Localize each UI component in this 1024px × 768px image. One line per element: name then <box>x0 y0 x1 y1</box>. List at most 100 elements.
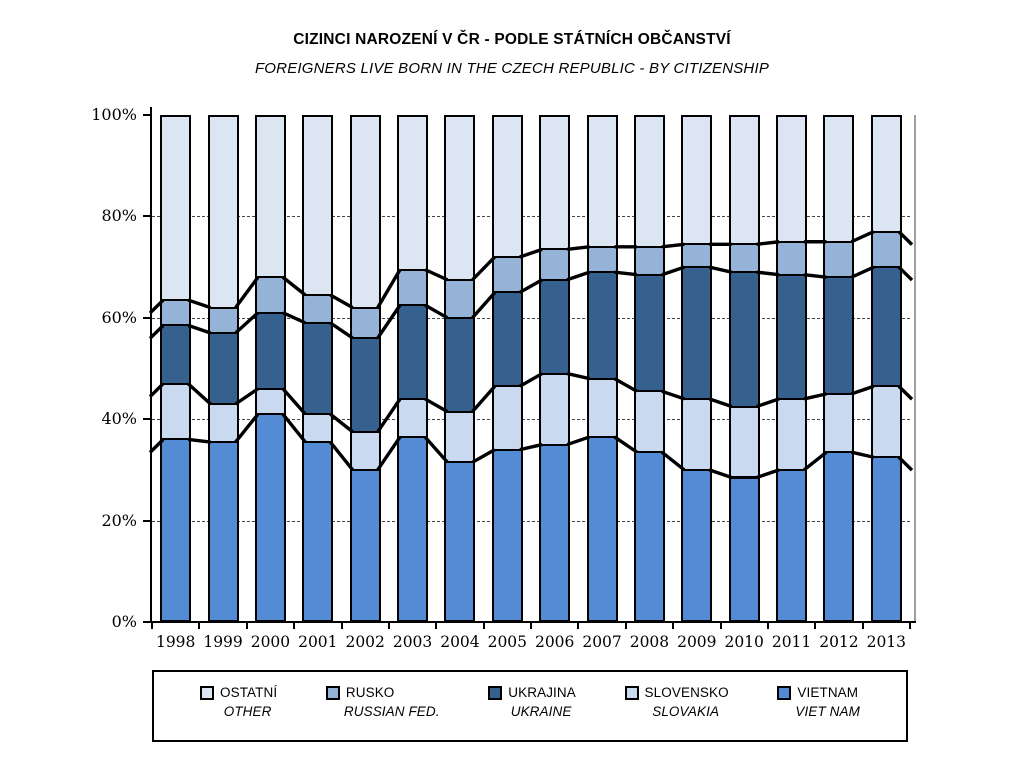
series-line-ukrajina-right-stub <box>897 265 914 282</box>
legend-swatch-vietnam <box>777 685 792 700</box>
x-tick <box>151 622 153 629</box>
series-line-rusko <box>471 255 497 281</box>
bar-segment-vietnam-2003 <box>399 437 427 620</box>
series-line-vietnam <box>756 468 780 480</box>
series-line-rusko <box>234 276 260 309</box>
bar-segment-ukrajina-2005 <box>493 293 521 386</box>
bar-segment-ostatní-2008 <box>635 117 663 246</box>
legend-item-rusko: RUSKO RUSSIAN FED. <box>325 685 440 719</box>
legend-swatch-ukrajina <box>488 685 503 700</box>
series-line-slovensko <box>281 387 307 416</box>
bar-segment-ukrajina-2002 <box>351 339 379 431</box>
bar-segment-slovensko-2005 <box>493 387 521 449</box>
series-line-slovensko <box>613 377 638 393</box>
bar-2000 <box>254 115 286 622</box>
series-line-vietnam <box>708 468 733 480</box>
series-line-rusko <box>329 293 354 310</box>
bar-segment-ukrajina-2013 <box>872 268 900 386</box>
x-axis-label-2006: 2006 <box>534 633 575 651</box>
series-line-ukrajina <box>661 265 685 277</box>
bar-2008 <box>633 115 665 622</box>
bar-segment-ostatní-2007 <box>588 117 616 246</box>
x-tick <box>245 622 248 629</box>
bar-segment-rusko-2003 <box>399 270 427 305</box>
legend-label-cz: UKRAJINA <box>508 685 576 700</box>
legend-label-cz: VIETNAM <box>797 685 859 700</box>
y-tick-20% <box>143 519 151 522</box>
series-line-slovensko <box>661 389 685 401</box>
series-line-slovensko <box>518 372 544 388</box>
series-line-ukrajina <box>471 291 497 319</box>
bar-segment-rusko-2001 <box>304 295 332 322</box>
series-line-rusko-right-stub <box>897 230 914 246</box>
bar-segment-ukrajina-1999 <box>209 334 237 403</box>
bar-segment-ukrajina-2007 <box>588 273 616 378</box>
series-line-ukrajina <box>187 323 212 335</box>
series-line-ukrajina <box>614 270 638 277</box>
legend-row: VIETNAM <box>777 685 860 700</box>
bar-segment-ostatní-2011 <box>778 117 806 241</box>
x-axis-label-2012: 2012 <box>819 633 859 651</box>
x-axis-label-1999: 1999 <box>203 633 243 651</box>
x-tick <box>719 622 722 629</box>
series-line-vietnam-left-stub <box>148 438 165 454</box>
y-tick-100% <box>143 114 151 116</box>
y-tick-0% <box>143 621 151 623</box>
bar-segment-slovensko-2010 <box>730 407 758 477</box>
y-axis-label-20%: 20% <box>101 510 137 530</box>
series-line-ukrajina <box>518 278 544 294</box>
bar-segment-slovensko-2011 <box>778 399 806 469</box>
series-line-vietnam-right-stub <box>897 456 914 472</box>
bar-2007 <box>586 115 618 622</box>
series-line-rusko <box>424 268 449 282</box>
series-line-rusko <box>756 240 780 246</box>
bar-segment-slovensko-2009 <box>683 399 711 469</box>
gridline-80pct <box>152 216 910 218</box>
x-tick <box>293 622 296 629</box>
series-line-vietnam <box>519 442 543 452</box>
legend-label-en: OTHER <box>223 704 272 719</box>
x-tick <box>482 622 485 629</box>
legend-item-vietnam: VIETNAM VIET NAM <box>777 685 860 719</box>
series-line-slovensko-right-stub <box>897 385 914 401</box>
bar-segment-slovensko-2007 <box>588 379 616 436</box>
series-lines <box>148 230 914 480</box>
series-line-rusko <box>566 245 590 252</box>
bar-segment-rusko-1999 <box>209 308 237 332</box>
x-tick <box>861 622 864 629</box>
bar-2004 <box>444 115 476 622</box>
x-axis-label-2004: 2004 <box>440 633 480 651</box>
bar-segment-slovensko-1998 <box>162 384 190 439</box>
series-line-vietnam <box>613 435 638 454</box>
series-line-rusko <box>850 230 875 244</box>
bar-segment-rusko-2004 <box>446 280 474 317</box>
bar-segment-vietnam-2002 <box>351 470 379 620</box>
legend-swatch-slovensko <box>624 685 639 700</box>
x-axis-label-2005: 2005 <box>487 633 528 651</box>
bar-segment-ostatní-2012 <box>825 117 853 241</box>
series-line-vietnam <box>187 437 211 444</box>
y-tick-60% <box>143 316 151 319</box>
series-line-slovensko <box>187 382 212 406</box>
bar-1999 <box>207 115 239 622</box>
bar-2001 <box>302 115 334 622</box>
legend: OSTATNÍ OTHER RUSKO RUSSIAN FED. UKRAJINA UKR… <box>152 670 908 742</box>
bar-segment-ostatní-2010 <box>730 117 758 244</box>
x-tick <box>672 622 675 629</box>
series-line-ukrajina <box>803 273 827 279</box>
x-axis-label-2011: 2011 <box>771 633 812 651</box>
series-line-slovensko <box>234 387 259 406</box>
series-line-slovensko <box>708 397 733 409</box>
series-line-slovensko <box>850 384 875 396</box>
series-line-slovensko <box>424 397 449 414</box>
series-line-vietnam <box>471 448 496 464</box>
y-axis-label-40%: 40% <box>101 409 137 429</box>
legend-label-cz: RUSKO <box>345 685 395 700</box>
bar-segment-ostatní-2006 <box>541 117 569 249</box>
legend-row: SLOVENSKO <box>624 685 729 700</box>
bar-segment-ostatní-2001 <box>304 117 332 294</box>
series-line-ukrajina <box>708 265 733 274</box>
y-axis-labels: 0% 20% 40% 60% 80% 100% <box>55 105 141 631</box>
legend-label-cz: OSTATNÍ <box>220 685 278 700</box>
bar-segment-ukrajina-2012 <box>825 278 853 393</box>
